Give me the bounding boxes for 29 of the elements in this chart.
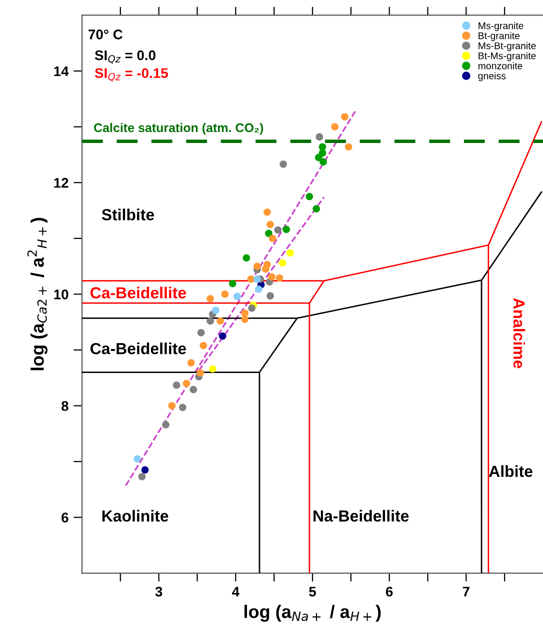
legend-label: Bt-granite xyxy=(478,32,520,42)
legend-label: Ms-Bt-granite xyxy=(478,42,536,52)
annotation: Analcime xyxy=(513,298,526,368)
x-axis-title: log (a$_{Na+}$ / a$_{H+}$) xyxy=(244,604,381,622)
y-tick-label: 10 xyxy=(54,290,68,300)
annotation: Albite xyxy=(489,465,532,477)
legend-label: gneiss xyxy=(478,72,506,82)
legend-label: Ms-granite xyxy=(478,22,524,32)
y-tick-label: 8 xyxy=(62,401,68,411)
text: SI$_{Qz}$ = -0.15 xyxy=(94,68,168,82)
y-tick-label: 6 xyxy=(62,512,68,523)
y-axis-title: log (a$_{Ca2+}$ / a$^{2}$$_{H+}$) xyxy=(27,218,48,370)
x-tick-label: 3 xyxy=(155,586,162,597)
legend-label: monzonite xyxy=(478,62,522,70)
x-tick-label: 5 xyxy=(309,586,316,597)
y-tick-label: 12 xyxy=(54,178,68,188)
x-tick-label: 4 xyxy=(232,586,240,596)
annotation: Stilbite xyxy=(102,208,154,220)
y-tick-label: 14 xyxy=(54,66,69,76)
annotation: Ca-Beidellite xyxy=(90,286,186,298)
annotation: Kaolinite xyxy=(102,510,168,522)
legend-label: Bt-Ms-granite xyxy=(478,52,536,62)
x-tick-label: 7 xyxy=(462,586,470,596)
annotation: 70° C xyxy=(88,30,122,40)
ref-line-label: Calcite saturation (atm. CO₂) xyxy=(94,122,264,135)
annotation: Na-Beidellite xyxy=(314,510,409,522)
annotation: Ca-Beidellite xyxy=(90,342,186,354)
text: SI$_{Qz}$ = 0.0 xyxy=(94,50,156,64)
x-tick-label: 6 xyxy=(386,586,393,597)
